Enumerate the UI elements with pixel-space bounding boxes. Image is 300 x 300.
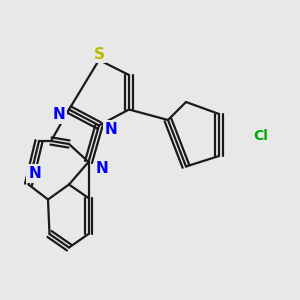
Text: N: N — [96, 161, 108, 176]
Text: Cl: Cl — [254, 129, 268, 142]
Text: S: S — [94, 46, 104, 62]
Text: N: N — [52, 107, 65, 122]
Text: N: N — [105, 122, 117, 137]
Text: N: N — [28, 166, 41, 181]
